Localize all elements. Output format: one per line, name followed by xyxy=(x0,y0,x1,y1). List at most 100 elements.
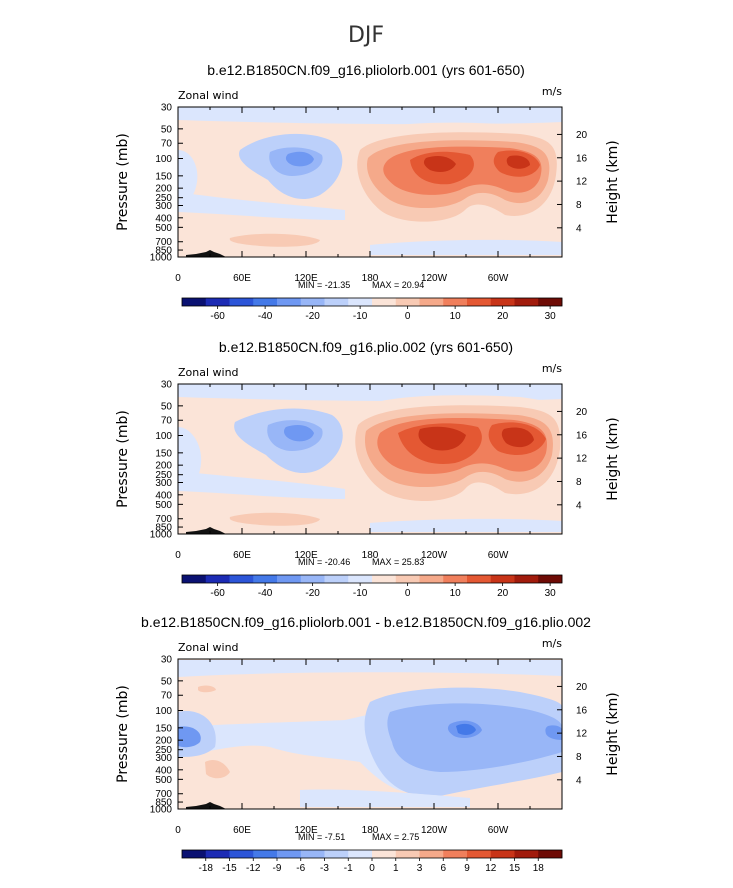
y2-tick-label: 4 xyxy=(576,223,582,234)
contour-region xyxy=(178,471,345,499)
contour-region xyxy=(178,107,562,125)
x-tick-label: 0 xyxy=(175,273,181,284)
contour-region xyxy=(423,156,456,172)
y-tick-label: 300 xyxy=(155,201,172,212)
y-tick-label: 850 xyxy=(155,798,172,809)
colorbar-label: -6 xyxy=(296,863,305,874)
y-tick-label: 250 xyxy=(155,470,172,481)
colorbar-label: -18 xyxy=(199,863,214,874)
colorbar-swatch xyxy=(253,575,278,583)
x-tick-label: 60E xyxy=(233,273,251,284)
y-tick-label: 200 xyxy=(155,184,172,195)
colorbar-label: -15 xyxy=(222,863,237,874)
x-tick-label: 120E xyxy=(294,825,318,836)
y-tick-label: 50 xyxy=(161,401,173,412)
contour-region xyxy=(370,518,562,532)
colorbar-label: 10 xyxy=(450,311,462,322)
contour-region xyxy=(205,760,230,779)
colorbar-swatch xyxy=(395,298,420,306)
contour-region xyxy=(506,155,530,169)
colorbar-swatch xyxy=(324,850,349,858)
min-value: MIN = -7.51 xyxy=(298,832,345,842)
chart-panel-1: b.e12.B1850CN.f09_g16.pliolorb.001 (yrs … xyxy=(115,62,621,322)
colorbar-swatch xyxy=(229,575,254,583)
y-tick-label: 100 xyxy=(155,431,172,442)
panel-title: b.e12.B1850CN.f09_g16.pliolorb.001 - b.e… xyxy=(141,614,591,630)
contour-region xyxy=(418,426,466,451)
colorbar-label: -9 xyxy=(273,863,282,874)
min-value: MIN = -20.46 xyxy=(298,557,350,567)
contour-region xyxy=(501,427,534,448)
colorbar-label: -10 xyxy=(353,588,368,599)
colorbar-swatch xyxy=(182,575,207,583)
colorbar-label: -20 xyxy=(305,588,320,599)
contour-region xyxy=(545,725,562,740)
y-axis-title: Pressure (mb) xyxy=(115,133,131,231)
colorbar-swatch xyxy=(443,850,468,858)
y-tick-label: 250 xyxy=(155,193,172,204)
y-tick-label: 30 xyxy=(161,655,173,666)
x-tick-label: 180 xyxy=(362,273,379,284)
x-tick-label: 120W xyxy=(421,825,448,836)
colorbar-label: 10 xyxy=(450,588,462,599)
colorbar-frame xyxy=(181,297,563,307)
y2-axis-title: Height (km) xyxy=(605,140,621,223)
contour-region xyxy=(229,512,320,526)
colorbar-swatch xyxy=(514,298,539,306)
y2-tick-label: 4 xyxy=(576,500,582,511)
y2-tick-label: 8 xyxy=(576,752,582,763)
x-tick-label: 120E xyxy=(294,273,318,284)
colorbar-label: -10 xyxy=(353,311,368,322)
chart-panel-2: b.e12.B1850CN.f09_g16.plio.002 (yrs 601-… xyxy=(115,339,621,599)
contour-region xyxy=(370,239,562,255)
panel-left-label: Zonal wind xyxy=(178,366,239,379)
y-tick-label: 1000 xyxy=(150,530,173,541)
chart-panel-3: b.e12.B1850CN.f09_g16.pliolorb.001 - b.e… xyxy=(115,614,621,874)
colorbar-label: 20 xyxy=(497,588,509,599)
y-tick-label: 30 xyxy=(161,380,173,391)
colorbar-swatch xyxy=(205,575,230,583)
colorbar-swatch xyxy=(277,850,302,858)
colorbar-swatch xyxy=(490,298,515,306)
panel-units-label: m/s xyxy=(542,362,562,375)
colorbar-swatch xyxy=(300,850,325,858)
y-tick-label: 400 xyxy=(155,213,172,224)
x-tick-label: 0 xyxy=(175,550,181,561)
colorbar-label: 0 xyxy=(369,863,375,874)
y-tick-label: 200 xyxy=(155,461,172,472)
contour-region xyxy=(178,150,198,205)
colorbar-swatch xyxy=(467,298,492,306)
colorbar-swatch xyxy=(372,575,397,583)
colorbar-swatch xyxy=(538,575,563,583)
y-tick-label: 500 xyxy=(155,500,172,511)
colorbar-label: -3 xyxy=(320,863,329,874)
x-tick-label: 60E xyxy=(233,825,251,836)
y2-tick-label: 20 xyxy=(576,130,588,141)
colorbar-swatch xyxy=(277,575,302,583)
y-tick-label: 70 xyxy=(161,416,173,427)
colorbar-label: 20 xyxy=(497,311,509,322)
terrain-mask xyxy=(186,527,226,534)
colorbar-swatch xyxy=(348,575,373,583)
colorbar-swatch xyxy=(419,298,444,306)
x-tick-label: 60W xyxy=(488,550,509,561)
colorbar-swatch xyxy=(205,850,230,858)
contour-region xyxy=(300,789,470,807)
colorbar-label: 0 xyxy=(405,311,411,322)
y2-tick-label: 20 xyxy=(576,682,588,693)
colorbar-swatch xyxy=(395,850,420,858)
y2-tick-label: 12 xyxy=(576,177,588,188)
x-tick-label: 180 xyxy=(362,825,379,836)
colorbar-swatch xyxy=(490,850,515,858)
colorbar-label: 9 xyxy=(464,863,470,874)
colorbar-label: -40 xyxy=(258,588,273,599)
colorbar-swatch xyxy=(514,850,539,858)
y-tick-label: 1000 xyxy=(150,253,173,264)
colorbar-swatch xyxy=(395,575,420,583)
y-tick-label: 400 xyxy=(155,490,172,501)
colorbar-label: 1 xyxy=(393,863,399,874)
y2-tick-label: 16 xyxy=(576,430,588,441)
x-tick-label: 120W xyxy=(421,550,448,561)
x-tick-label: 120W xyxy=(421,273,448,284)
y-tick-label: 100 xyxy=(155,154,172,165)
